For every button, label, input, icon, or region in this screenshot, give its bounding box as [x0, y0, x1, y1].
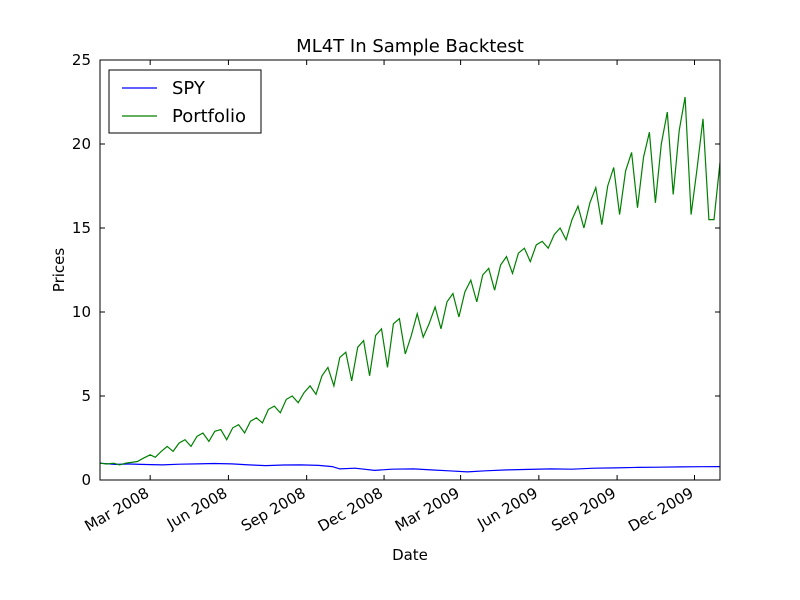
chart-title: ML4T In Sample Backtest [296, 36, 524, 57]
y-tick-label: 10 [72, 303, 91, 321]
legend-label-portfolio: Portfolio [172, 106, 246, 127]
x-axis-label: Date [392, 546, 428, 564]
y-tick-label: 0 [81, 471, 91, 489]
y-tick-label: 20 [72, 135, 91, 153]
y-axis-label: Prices [50, 248, 68, 293]
plot-frame [99, 59, 721, 481]
series-line-portfolio [99, 96, 721, 466]
series-line-spy [99, 462, 721, 473]
legend: SPY Portfolio [108, 69, 262, 134]
plot-series [99, 96, 721, 473]
y-tick-label: 5 [81, 387, 91, 405]
y-tick-label: 25 [72, 51, 91, 69]
y-axis: 0 5 10 15 20 25 [72, 51, 720, 489]
legend-label-spy: SPY [172, 78, 206, 99]
y-tick-label: 15 [72, 219, 91, 237]
legend-box [108, 69, 262, 134]
